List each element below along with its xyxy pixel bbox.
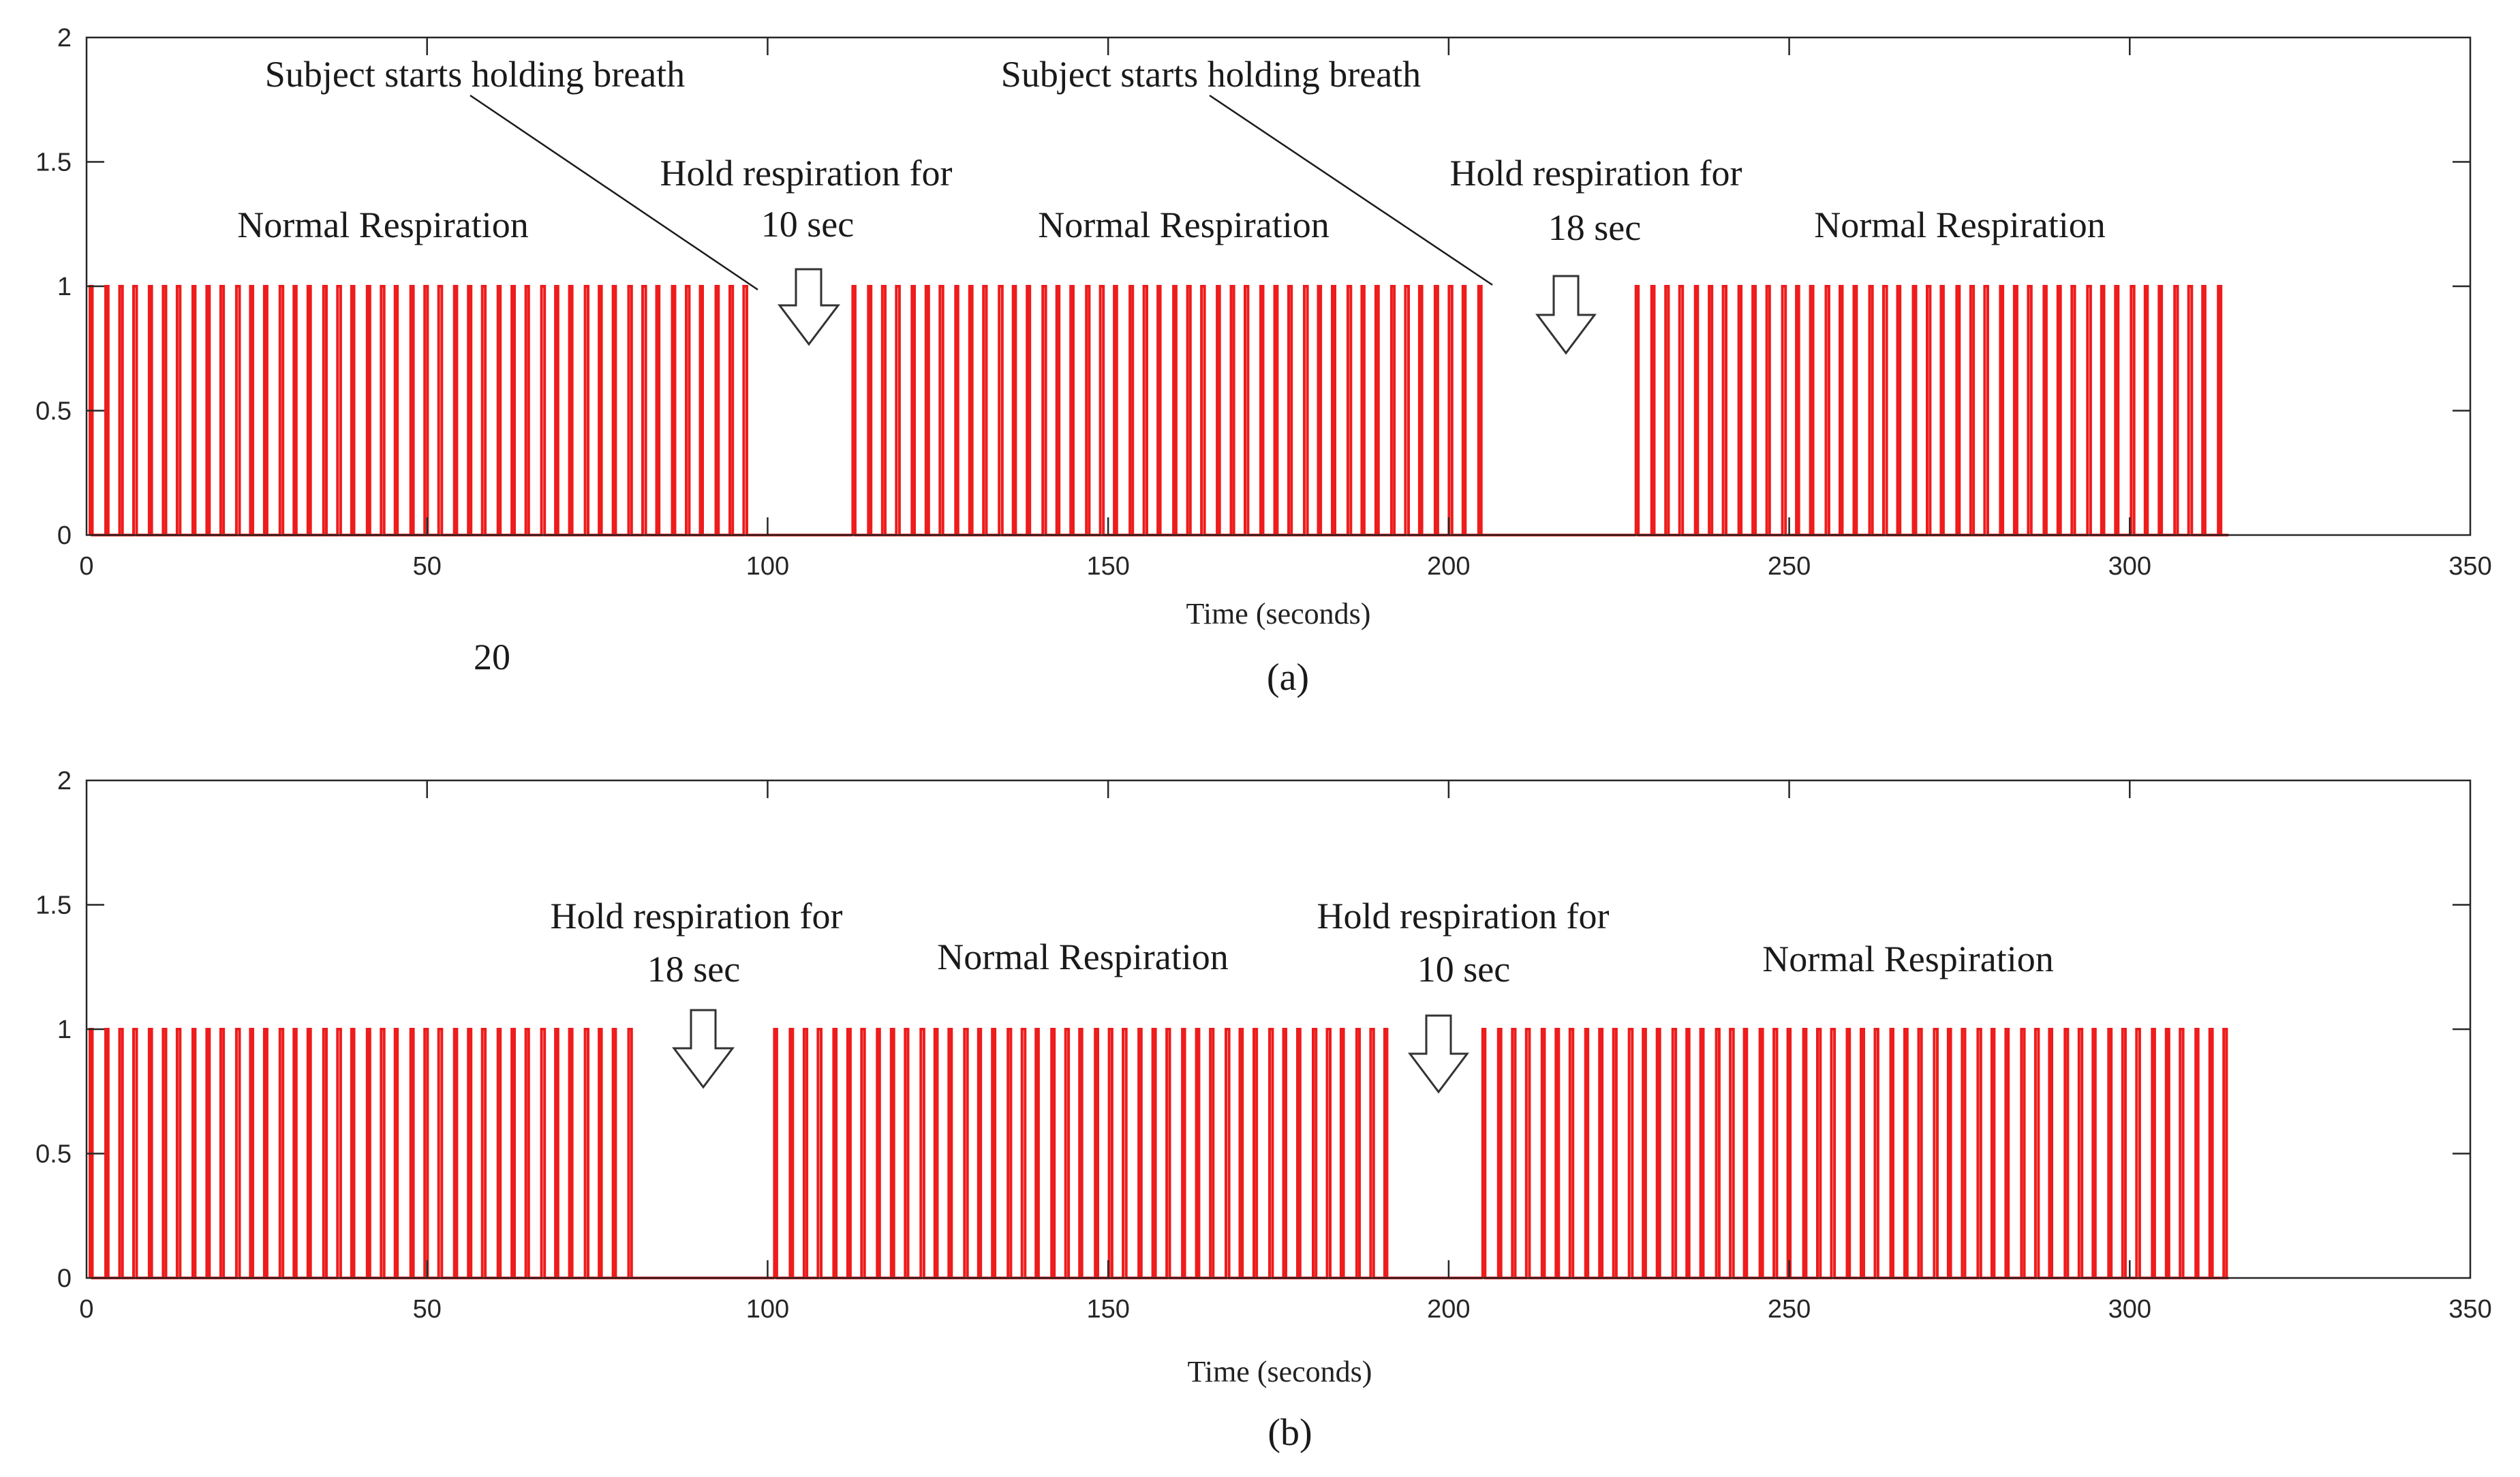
panel-b-x-tick-label-0: 0 [79,1295,93,1324]
panel-a-stray-number: 20 [474,637,510,677]
panel-a-leader-line-2 [1209,94,1493,286]
panel-a-x-tick-label-50: 50 [413,552,442,581]
panel-b-annotation-normal-respiration-2: Normal Respiration [1762,939,2053,979]
panel-b-x-tick-label-150: 150 [1086,1295,1129,1324]
panel-b-x-tick-label-50: 50 [413,1295,442,1324]
panel-a-x-axis-label: Time (seconds) [1186,597,1371,630]
panel-a-annotation-normal-respiration-3: Normal Respiration [1814,204,2105,245]
panel-b-x-tick-label-200: 200 [1427,1295,1470,1324]
panel-a-x-tick-label-350: 350 [2448,552,2491,581]
panel-b-x-tick-label-250: 250 [1768,1295,1811,1324]
panel-a-ticks [87,37,2470,535]
panel-a-y-tick-label-0.5: 0.5 [35,397,72,426]
panel-a-label: (a) [1267,656,1309,699]
panel-b-annotation-hold-1-line1: Hold respiration for [551,896,843,937]
panel-b-annotation-hold-2-line2: 10 sec [1417,949,1510,990]
panel-a-x-tick-label-100: 100 [746,552,789,581]
panel-b-ticks [87,780,2470,1278]
panel-a-annotation-normal-respiration-2: Normal Respiration [1038,204,1329,245]
panel-a-x-tick-label-0: 0 [79,552,93,581]
panel-b-x-axis-label: Time (seconds) [1188,1355,1372,1388]
panel-a-leader-line-1 [470,94,758,291]
panel-a-x-tick-label-300: 300 [2108,552,2151,581]
panel-a-annotation-normal-respiration-1: Normal Respiration [237,204,528,245]
panel-b-annotation-hold-2-line1: Hold respiration for [1317,896,1610,937]
panel-a-y-tick-label-1: 1 [57,273,72,301]
panel-b-annotation-hold-1-line2: 18 sec [647,949,740,990]
panel-b-y-tick-label-2: 2 [57,767,72,795]
panel-a-annotation-hold-2-line2: 18 sec [1548,207,1641,248]
panel-a-x-tick-label-250: 250 [1768,552,1811,581]
panel-b: 0 50 100 150 200 250 300 350 0 0.5 1 1.5 2 Time (sec… [35,767,2492,1454]
panel-a: 0 50 100 150 200 250 300 350 0 0.5 1 1.5 2 Time (sec… [35,24,2492,699]
panel-b-down-arrow-icon-2 [1408,1014,1469,1094]
panel-b-tick-labels: 0 50 100 150 200 250 300 350 0 0.5 1 1.5 2 [35,767,2492,1324]
panel-a-annotation-subject-holding-1: Subject starts holding breath [265,54,685,95]
panel-a-down-arrow-icon-2 [1535,275,1597,355]
panel-b-x-tick-label-100: 100 [746,1295,789,1324]
panel-a-tick-labels: 0 50 100 150 200 250 300 350 0 0.5 1 1.5 2 [35,24,2492,581]
panel-a-annotation-hold-1-line2: 10 sec [761,204,854,245]
panel-b-y-tick-label-1: 1 [57,1016,72,1044]
panel-a-down-arrow-icon-1 [777,268,841,346]
panel-b-y-tick-label-0.5: 0.5 [35,1140,72,1169]
panel-a-annotation-hold-1-line1: Hold respiration for [660,153,953,194]
panel-b-label: (b) [1267,1412,1312,1454]
panel-b-x-tick-label-300: 300 [2108,1295,2151,1324]
panel-a-y-tick-label-2: 2 [57,24,72,52]
panel-b-x-tick-label-350: 350 [2448,1295,2491,1324]
panel-b-down-arrow-icon-1 [671,1009,735,1089]
panel-b-y-tick-label-1.5: 1.5 [35,892,72,920]
panel-a-y-tick-label-1.5: 1.5 [35,149,72,177]
panel-a-x-tick-label-200: 200 [1427,552,1470,581]
panel-a-annotation-subject-holding-2: Subject starts holding breath [1001,54,1421,95]
panel-a-x-tick-label-150: 150 [1086,552,1129,581]
panel-b-y-tick-label-0: 0 [57,1264,72,1293]
panel-a-y-tick-label-0: 0 [57,521,72,550]
panel-a-annotation-hold-2-line1: Hold respiration for [1450,153,1742,194]
panel-b-annotation-normal-respiration-1: Normal Respiration [937,937,1228,977]
